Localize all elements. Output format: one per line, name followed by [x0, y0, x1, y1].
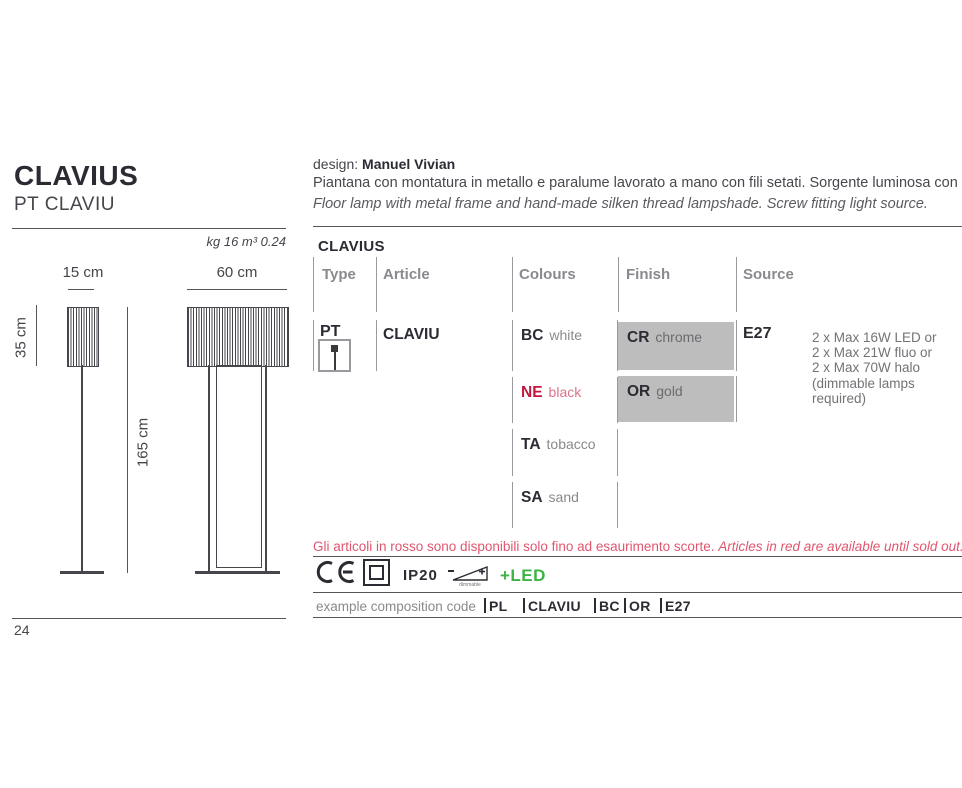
composition-divider: [313, 617, 962, 618]
dim-line-large: [187, 289, 287, 290]
floor-lamp-icon-bulb: [331, 345, 338, 352]
lamp-base-side-view: [60, 571, 104, 574]
composition-code-article: CLAVIU: [528, 598, 581, 614]
table-title: CLAVIUS: [318, 238, 385, 255]
floor-lamp-icon: [318, 339, 351, 372]
class-ii-inner-square: [369, 565, 384, 580]
lamp-frame-left-leg: [208, 365, 210, 572]
lamp-stem-side-view: [81, 365, 83, 571]
dimmable-icon: dimmable: [448, 565, 488, 588]
product-type-code: PT CLAVIU: [14, 194, 115, 215]
colour-code: BC: [521, 327, 544, 344]
page-title: CLAVIUS: [14, 160, 139, 191]
dim-line-shade-height: [36, 305, 37, 366]
composition-code-type: PL: [489, 598, 508, 614]
designer-label: design:: [313, 156, 359, 172]
composition-code-finish: OR: [629, 598, 651, 614]
composition-separator: [523, 598, 525, 613]
source-code: E27: [743, 325, 772, 342]
finish-option-cr: CR chrome: [618, 322, 734, 370]
colour-code: TA: [521, 436, 541, 453]
finish-name: gold: [656, 383, 683, 399]
finish-code: OR: [627, 383, 651, 400]
description-divider: [313, 226, 962, 227]
footnote-divider: [313, 556, 962, 557]
designer-line: design: Manuel Vivian: [313, 156, 455, 172]
footnote-italian: Gli articoli in rosso sono disponibili s…: [313, 539, 715, 554]
type-code: PT: [320, 323, 341, 340]
source-note: (dimmable lamps required): [812, 376, 915, 406]
colour-option-sa: SA sand: [512, 482, 618, 528]
composition-separator: [660, 598, 662, 613]
description-italian: Piantana con montatura in metallo e para…: [313, 175, 962, 191]
article-code: CLAVIU: [383, 326, 440, 343]
composition-label: example composition code: [316, 599, 476, 614]
availability-footnote: Gli articoli in rosso sono disponibili s…: [313, 539, 962, 554]
colour-name: sand: [548, 489, 579, 505]
colour-name: black: [548, 384, 582, 400]
col-header-article: Article: [383, 266, 430, 283]
dim-width-large: 60 cm: [216, 264, 258, 281]
note-line: (dimmable lamps: [812, 376, 915, 391]
finish-code: CR: [627, 329, 650, 346]
lamp-info-line: 2 x Max 16W LED or: [812, 330, 937, 345]
cell-sep: [313, 320, 314, 371]
col-sep: [512, 257, 513, 312]
col-sep: [736, 257, 737, 312]
dim-line-total-height: [127, 307, 128, 573]
composition-separator: [594, 598, 596, 613]
composition-code-colour: BC: [599, 598, 620, 614]
colour-option-bc: BC white: [512, 320, 618, 371]
colour-option-ne: NE black: [512, 377, 618, 423]
cell-sep: [736, 320, 737, 371]
colour-code: SA: [521, 489, 543, 506]
ce-mark-icon: [316, 561, 355, 583]
footer-divider: [12, 618, 286, 619]
composition-separator: [624, 598, 626, 613]
composition-separator: [484, 598, 486, 613]
designer-name: Manuel Vivian: [362, 156, 456, 172]
source-lamp-info: 2 x Max 16W LED or 2 x Max 21W fluo or 2…: [812, 330, 937, 375]
col-sep: [376, 257, 377, 312]
cell-sep: [376, 320, 377, 371]
colour-name: tobacco: [546, 436, 596, 452]
description-english: Floor lamp with metal frame and hand-mad…: [313, 196, 928, 212]
col-header-type: Type: [322, 266, 356, 283]
col-header-colours: Colours: [519, 266, 576, 283]
dim-total-height: 165 cm: [134, 417, 152, 468]
colour-option-ta: TA tobacco: [512, 429, 618, 476]
col-sep: [313, 257, 314, 312]
col-header-finish: Finish: [626, 266, 671, 283]
cell-sep: [736, 376, 737, 422]
dim-shade-height: 35 cm: [12, 317, 30, 358]
lamp-shade-side-view: [67, 307, 99, 367]
colour-code: NE: [521, 384, 543, 401]
lamp-frame-inner: [216, 365, 262, 568]
note-line: required): [812, 391, 867, 406]
led-badge: +LED: [500, 566, 546, 585]
dim-width-small: 15 cm: [62, 264, 104, 281]
left-divider: [12, 228, 286, 229]
lamp-shade-front-view: [187, 307, 289, 367]
class-ii-insulation-icon: [363, 559, 390, 586]
col-sep: [618, 257, 619, 312]
lamp-frame-right-leg: [265, 365, 267, 572]
floor-lamp-icon-stem: [334, 352, 336, 370]
page-number: 24: [14, 622, 30, 638]
composition-code-source: E27: [665, 598, 691, 614]
lamp-info-line: 2 x Max 21W fluo or: [812, 345, 933, 360]
footnote-english: Articles in red are available until sold…: [718, 539, 962, 554]
finish-option-or: OR gold: [618, 376, 734, 422]
colour-name: white: [549, 327, 583, 343]
weight-volume: kg 16 m³ 0.24: [206, 234, 287, 249]
lamp-base-front-view: [195, 571, 280, 574]
certifications-divider: [313, 592, 962, 593]
lamp-info-line: 2 x Max 70W halo: [812, 360, 921, 375]
col-header-source: Source: [743, 266, 794, 283]
ip-rating: IP20: [403, 567, 438, 584]
dim-line-small: [68, 289, 94, 290]
dimmable-label: dimmable: [459, 582, 481, 588]
finish-name: chrome: [655, 329, 703, 345]
